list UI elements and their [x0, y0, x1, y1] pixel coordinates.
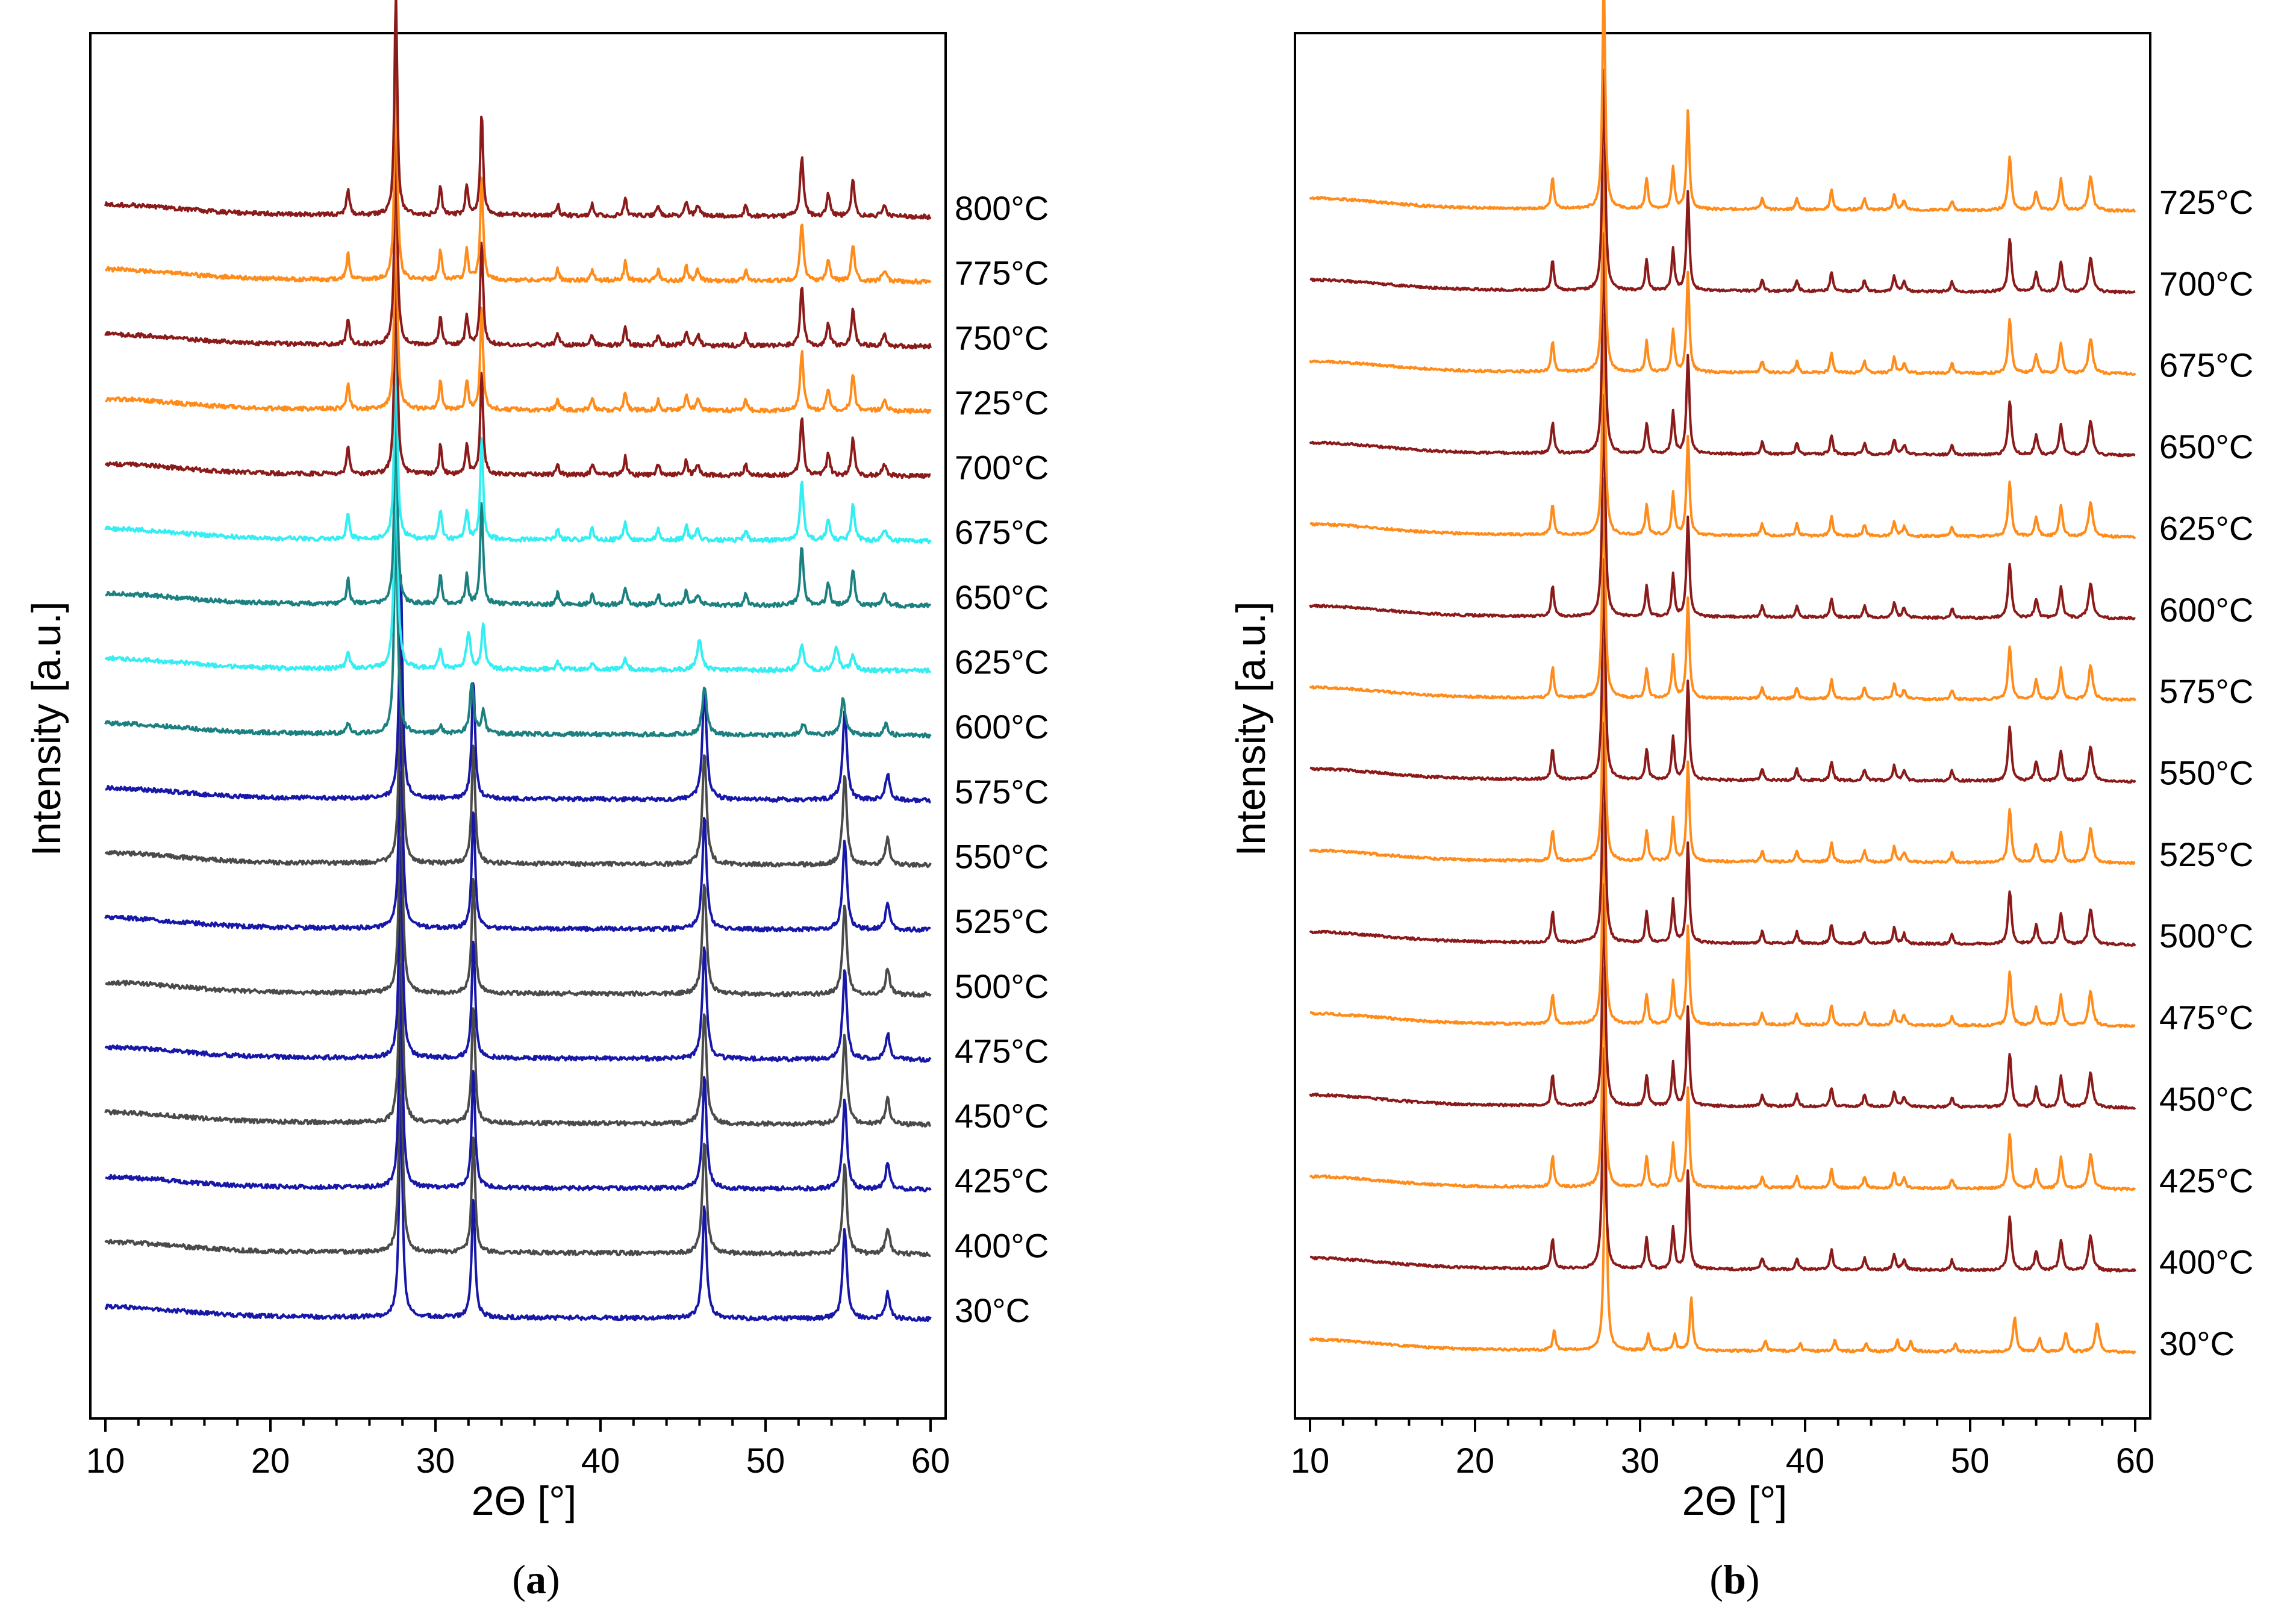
series-label: 600°C: [955, 708, 1049, 746]
x-axis-title-a: 2Θ [°]: [472, 1478, 577, 1524]
series-label: 575°C: [2159, 672, 2253, 710]
x-tick-label: 20: [1456, 1441, 1495, 1481]
series-label: 750°C: [955, 319, 1049, 357]
series-label: 800°C: [955, 189, 1049, 227]
series-label: 500°C: [955, 967, 1049, 1005]
panel-b: 30°C 400°C 425°C 450°C 475°C 500°C 525°C 550°C 5…: [1228, 0, 2253, 1602]
series-label: 425°C: [2159, 1161, 2253, 1199]
series-line-30°C: [1309, 1120, 2136, 1355]
series-label: 550°C: [955, 837, 1049, 875]
series-line-550°C: [104, 640, 932, 869]
series-label: 700°C: [2159, 264, 2253, 302]
series-label: 600°C: [2159, 591, 2253, 629]
y-axis-title-a: Intensity [a.u.]: [23, 601, 69, 856]
series-label: 525°C: [2159, 835, 2253, 873]
series-label: 700°C: [955, 449, 1049, 487]
series-label: 500°C: [2159, 917, 2253, 955]
series-line-425°C: [1309, 966, 2136, 1191]
series-line-675°C: [104, 318, 932, 544]
series-label: 30°C: [2159, 1325, 2235, 1362]
series-label: 400°C: [2159, 1243, 2253, 1281]
series-label: 650°C: [955, 578, 1049, 616]
series-line-550°C: [1309, 558, 2136, 784]
series-line-500°C: [1309, 722, 2136, 947]
x-axis-title-b: 2Θ [°]: [1682, 1478, 1788, 1524]
plot-frame-b: [1294, 32, 2151, 1420]
series-line-625°C: [1309, 313, 2136, 540]
series-line-525°C: [104, 705, 931, 933]
temperature-labels-b: 30°C 400°C 425°C 450°C 475°C 500°C 525°C 550°C 5…: [2159, 183, 2253, 1362]
x-tick-label: 10: [86, 1441, 125, 1481]
x-tick-label: 20: [251, 1441, 290, 1481]
series-label: 450°C: [955, 1097, 1049, 1135]
series-label: 475°C: [955, 1032, 1049, 1070]
x-axis-a: 10 20 30 40 50 60: [86, 1418, 950, 1481]
series-line-575°C: [105, 574, 931, 803]
y-axis-title-b: Intensity [a.u.]: [1228, 601, 1274, 856]
series-line-525°C: [1309, 638, 2136, 866]
series-label: 30°C: [955, 1291, 1030, 1329]
series-line-750°C: [104, 122, 932, 350]
series-line-425°C: [105, 963, 932, 1193]
panel-a: 30°C 400°C 425°C 450°C 475°C 500°C 525°C 550°C 5…: [23, 0, 1049, 1602]
series-label: 475°C: [2159, 999, 2253, 1037]
caption-letter-b: b: [1723, 1556, 1746, 1602]
series-label: 675°C: [955, 513, 1049, 551]
series-line-400°C: [104, 1028, 931, 1258]
series-label: 650°C: [2159, 428, 2253, 466]
traces-a: [104, 0, 932, 1322]
series-label: 725°C: [2159, 183, 2253, 221]
series-line-775°C: [104, 56, 932, 285]
series-label: 575°C: [955, 773, 1049, 811]
series-line-625°C: [104, 444, 932, 674]
x-tick-label: 60: [2116, 1441, 2155, 1481]
traces-b: [1309, 0, 2136, 1355]
series-label: 775°C: [955, 254, 1049, 292]
plot-frame-a: [89, 32, 947, 1420]
series-line-450°C: [1309, 883, 2136, 1110]
series-label: 400°C: [955, 1226, 1049, 1264]
series-label: 450°C: [2159, 1080, 2253, 1118]
series-label: 675°C: [2159, 346, 2253, 384]
caption-b: (b): [1709, 1556, 1759, 1602]
x-tick-label: 60: [911, 1441, 950, 1481]
series-line-700°C: [1309, 68, 2136, 295]
x-axis-b: 10 20 30 40 50 60: [1291, 1418, 2155, 1481]
series-line-500°C: [105, 770, 932, 998]
x-tick-label: 30: [1621, 1441, 1660, 1481]
series-line-575°C: [1309, 477, 2136, 702]
series-line-600°C: [1309, 394, 2136, 620]
x-tick-label: 30: [416, 1441, 455, 1481]
series-line-475°C: [1309, 802, 2136, 1028]
series-label: 550°C: [2159, 754, 2253, 792]
series-line-30°C: [104, 1094, 932, 1322]
series-label: 425°C: [955, 1162, 1049, 1200]
caption-letter-a: a: [526, 1556, 546, 1602]
x-tick-label: 40: [1786, 1441, 1825, 1481]
series-line-725°C: [1309, 0, 2136, 213]
x-tick-label: 50: [1951, 1441, 1990, 1481]
series-line-650°C: [1309, 232, 2136, 458]
series-line-475°C: [104, 836, 932, 1063]
series-label: 625°C: [955, 643, 1049, 681]
series-line-400°C: [1309, 1047, 2136, 1273]
series-line-700°C: [104, 252, 931, 479]
series-line-800°C: [104, 0, 932, 220]
x-tick-label: 50: [746, 1441, 785, 1481]
caption-a: (a): [512, 1556, 560, 1602]
series-label: 525°C: [955, 902, 1049, 940]
series-label: 625°C: [2159, 509, 2253, 547]
series-line-600°C: [104, 509, 932, 739]
series-line-450°C: [104, 897, 932, 1128]
series-line-650°C: [105, 379, 932, 609]
x-tick-label: 10: [1291, 1441, 1330, 1481]
series-label: 725°C: [955, 384, 1049, 422]
series-line-675°C: [1309, 149, 2136, 376]
x-tick-label: 40: [581, 1441, 620, 1481]
temperature-labels-a: 30°C 400°C 425°C 450°C 475°C 500°C 525°C 550°C 5…: [955, 189, 1049, 1329]
series-line-725°C: [104, 187, 932, 414]
